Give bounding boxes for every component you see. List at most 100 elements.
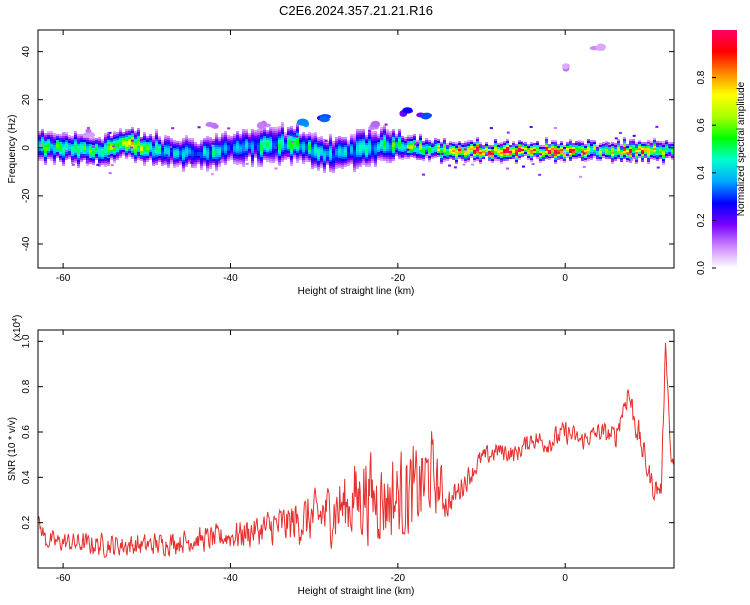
heatmap-cell: [323, 159, 326, 161]
heatmap-cell: [620, 152, 623, 154]
heatmap-cell: [86, 150, 89, 152]
heatmap-cell: [146, 148, 149, 150]
heatmap-cell: [404, 141, 407, 143]
heatmap-cell: [653, 156, 656, 158]
heatmap-cell: [47, 153, 50, 155]
heatmap-cell: [476, 149, 479, 151]
heatmap-cell: [200, 162, 203, 164]
heatmap-cell: [356, 139, 359, 141]
heatmap-speck: [431, 144, 435, 147]
heatmap-cell: [263, 154, 266, 156]
heatmap-cell: [374, 147, 377, 149]
heatmap-cell: [212, 157, 215, 159]
heatmap-cell: [326, 143, 329, 145]
heatmap-cell: [488, 149, 491, 151]
heatmap-cell: [374, 153, 377, 155]
heatmap-cell: [278, 146, 281, 148]
heatmap-speck: [190, 161, 194, 164]
heatmap-cell: [98, 155, 101, 157]
snr-series-line: [37, 342, 675, 558]
heatmap-cell: [320, 144, 323, 146]
heatmap-cell: [116, 156, 119, 158]
heatmap-cell: [95, 156, 98, 158]
heatmap-cell: [98, 149, 101, 151]
heatmap-cell: [215, 143, 218, 145]
heatmap-cell: [395, 144, 398, 146]
heatmap-cell: [500, 148, 503, 150]
heatmap-cell: [284, 142, 287, 144]
heatmap-cell: [344, 139, 347, 141]
heatmap-cell: [140, 147, 143, 149]
heatmap-cell: [227, 149, 230, 151]
heatmap-cell: [107, 150, 110, 152]
heatmap-cell: [320, 164, 323, 166]
heatmap-cell: [98, 163, 101, 165]
heatmap-cell: [176, 147, 179, 149]
heatmap-cell: [278, 160, 281, 162]
heatmap-cell: [584, 150, 587, 152]
heatmap-speck: [531, 162, 535, 165]
heatmap-blob: [296, 118, 309, 126]
heatmap-cell: [215, 133, 218, 135]
heatmap-cell: [314, 150, 317, 152]
heatmap-cell: [332, 163, 335, 165]
heatmap-cell: [272, 161, 275, 163]
heatmap-cell: [401, 138, 404, 140]
heatmap-cell: [593, 144, 596, 146]
heatmap-cell: [245, 155, 248, 157]
heatmap-cell: [191, 164, 194, 166]
heatmap-cell: [512, 151, 515, 153]
heatmap-blob: [420, 113, 431, 120]
heatmap-cell: [302, 148, 305, 150]
heatmap-cell: [548, 148, 551, 150]
heatmap-cell: [647, 160, 650, 162]
heatmap-cell: [176, 141, 179, 143]
heatmap-cell: [173, 146, 176, 148]
heatmap-cell: [281, 128, 284, 130]
heatmap-cell: [446, 157, 449, 159]
heatmap-cell: [95, 146, 98, 148]
heatmap-cell: [107, 146, 110, 148]
heatmap-cell: [200, 164, 203, 166]
heatmap-cell: [443, 154, 446, 156]
heatmap-cell: [110, 146, 113, 148]
heatmap-cell: [44, 143, 47, 145]
heatmap-cell: [368, 163, 371, 165]
heatmap-cell: [170, 148, 173, 150]
heatmap-cell: [302, 158, 305, 160]
heatmap-cell: [503, 155, 506, 157]
heatmap-cell: [266, 156, 269, 158]
heatmap-speck: [39, 144, 43, 147]
heatmap-cell: [464, 141, 467, 143]
heatmap-cell: [662, 141, 665, 143]
heatmap-cell: [86, 164, 89, 166]
heatmap-cell: [467, 154, 470, 156]
heatmap-cell: [509, 155, 512, 157]
heatmap-cell: [320, 154, 323, 156]
heatmap-cell: [293, 141, 296, 143]
heatmap-cell: [218, 165, 221, 167]
heatmap-cell: [308, 148, 311, 150]
heatmap-cell: [305, 140, 308, 142]
heatmap-cell: [149, 140, 152, 142]
heatmap-cell: [395, 148, 398, 150]
heatmap-cell: [314, 158, 317, 160]
heatmap-cell: [164, 151, 167, 153]
heatmap-cell: [194, 166, 197, 168]
heatmap-cell: [302, 150, 305, 152]
heatmap-cell: [575, 153, 578, 155]
heatmap-cell: [239, 154, 242, 156]
heatmap-cell: [203, 150, 206, 152]
heatmap-cell: [356, 145, 359, 147]
heatmap-blob: [257, 121, 265, 130]
heatmap-cell: [290, 150, 293, 152]
heatmap-cell: [392, 143, 395, 145]
heatmap-cell: [131, 137, 134, 139]
heatmap-cell: [665, 140, 668, 142]
heatmap-cell: [86, 160, 89, 162]
heatmap-cell: [422, 157, 425, 159]
heatmap-cell: [41, 157, 44, 159]
colorbar-tick-label: 0.4: [696, 165, 707, 179]
heatmap-cell: [101, 157, 104, 159]
heatmap-cell: [56, 148, 59, 150]
